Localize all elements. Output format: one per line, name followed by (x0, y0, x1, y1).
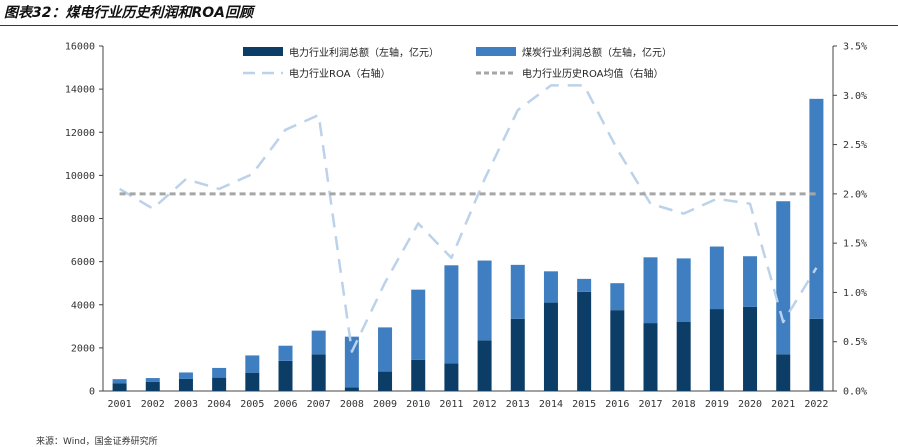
power-profit-bar (178, 378, 193, 391)
coal-profit-bar (378, 327, 393, 372)
coal-profit-bar (245, 355, 260, 373)
x-tick-label: 2015 (572, 399, 596, 410)
coal-profit-bar (212, 367, 227, 378)
x-tick-label: 2016 (605, 399, 629, 410)
power-profit-bar (378, 371, 393, 391)
power-profit-bar (278, 360, 293, 391)
left-tick-label: 2000 (71, 343, 95, 354)
x-tick-label: 2011 (439, 399, 463, 410)
power-profit-bar (245, 372, 260, 391)
power-profit-bar (643, 323, 658, 391)
left-tick-label: 0 (89, 387, 95, 398)
left-tick-label: 16000 (65, 42, 95, 53)
legend-swatch-0 (243, 47, 283, 56)
coal-profit-bar (510, 264, 525, 319)
coal-profit-bar (809, 98, 824, 319)
left-tick-label: 4000 (71, 300, 95, 311)
x-tick-label: 2002 (141, 399, 165, 410)
power-profit-bar (311, 354, 326, 391)
coal-profit-bar (676, 258, 691, 322)
coal-profit-bar (278, 345, 293, 361)
right-tick-label: 2.0% (843, 189, 867, 200)
power-profit-bar (610, 310, 625, 391)
power-profit-bar (743, 306, 758, 391)
power-profit-bar (676, 322, 691, 391)
coal-profit-bar (477, 260, 492, 341)
coal-profit-bar (411, 289, 426, 360)
left-tick-label: 6000 (71, 257, 95, 268)
left-tick-label: 8000 (71, 214, 95, 225)
power-profit-bar (809, 318, 824, 391)
x-tick-label: 2001 (108, 399, 132, 410)
power-profit-bar (577, 291, 592, 391)
x-tick-label: 2003 (174, 399, 198, 410)
right-tick-label: 3.5% (843, 42, 867, 53)
legend-label: 煤炭行业利润总额（左轴，亿元） (522, 46, 672, 59)
power-profit-bar (411, 359, 426, 391)
x-tick-label: 2006 (273, 399, 297, 410)
coal-profit-bar (709, 246, 724, 310)
power-profit-bar (477, 340, 492, 391)
coal-profit-bar (743, 256, 758, 307)
coal-profit-bar (643, 257, 658, 324)
x-tick-label: 2014 (539, 399, 563, 410)
coal-profit-bar (344, 336, 359, 388)
x-tick-label: 2019 (705, 399, 729, 410)
coal-profit-bar (610, 283, 625, 311)
coal-profit-bar (145, 378, 160, 382)
source-note: 来源：Wind，国金证券研究所 (36, 437, 158, 447)
x-tick-label: 2020 (738, 399, 762, 410)
coal-profit-bar (776, 201, 791, 355)
power-profit-bar (776, 354, 791, 391)
x-tick-label: 2012 (473, 399, 497, 410)
legend-label: 电力行业历史ROA均值（右轴） (522, 67, 663, 80)
power-profit-bar (145, 381, 160, 391)
legend-swatch-1 (476, 47, 516, 56)
right-tick-label: 3.0% (843, 91, 867, 102)
chart-title: 图表32：煤电行业历史利润和ROA回顾 (4, 5, 253, 21)
x-tick-label: 2022 (804, 399, 828, 410)
x-tick-label: 2007 (307, 399, 331, 410)
x-tick-label: 2004 (207, 399, 231, 410)
power-profit-bar (709, 309, 724, 391)
roa-line (118, 84, 818, 353)
coal-profit-bar (543, 271, 558, 303)
coal-profit-bar (311, 330, 326, 355)
left-tick-label: 12000 (65, 128, 95, 139)
right-tick-label: 2.5% (843, 140, 867, 151)
x-tick-label: 2009 (373, 399, 397, 410)
left-tick-label: 14000 (65, 85, 95, 96)
power-profit-bar (444, 363, 459, 391)
power-profit-bar (543, 302, 558, 391)
x-tick-label: 2008 (340, 399, 364, 410)
coal-profit-bar (178, 372, 193, 379)
x-tick-label: 2017 (638, 399, 662, 410)
power-profit-bar (212, 377, 227, 391)
x-tick-label: 2021 (771, 399, 795, 410)
coal-profit-bar (444, 265, 459, 364)
x-tick-label: 2013 (506, 399, 530, 410)
x-tick-label: 2018 (672, 399, 696, 410)
left-tick-label: 10000 (65, 171, 95, 182)
title-divider (0, 25, 898, 26)
coal-profit-bar (577, 278, 592, 292)
coal-profit-bar (112, 379, 127, 384)
right-tick-label: 0.5% (843, 337, 867, 348)
legend-label: 电力行业利润总额（左轴，亿元） (289, 46, 439, 59)
right-tick-label: 1.0% (843, 288, 867, 299)
right-tick-label: 0.0% (843, 387, 867, 398)
right-tick-label: 1.5% (843, 239, 867, 250)
x-tick-label: 2010 (406, 399, 430, 410)
x-tick-label: 2005 (240, 399, 264, 410)
legend-label: 电力行业ROA（右轴） (289, 67, 390, 80)
power-profit-bar (112, 383, 127, 391)
power-profit-bar (344, 387, 359, 391)
power-profit-bar (510, 318, 525, 391)
